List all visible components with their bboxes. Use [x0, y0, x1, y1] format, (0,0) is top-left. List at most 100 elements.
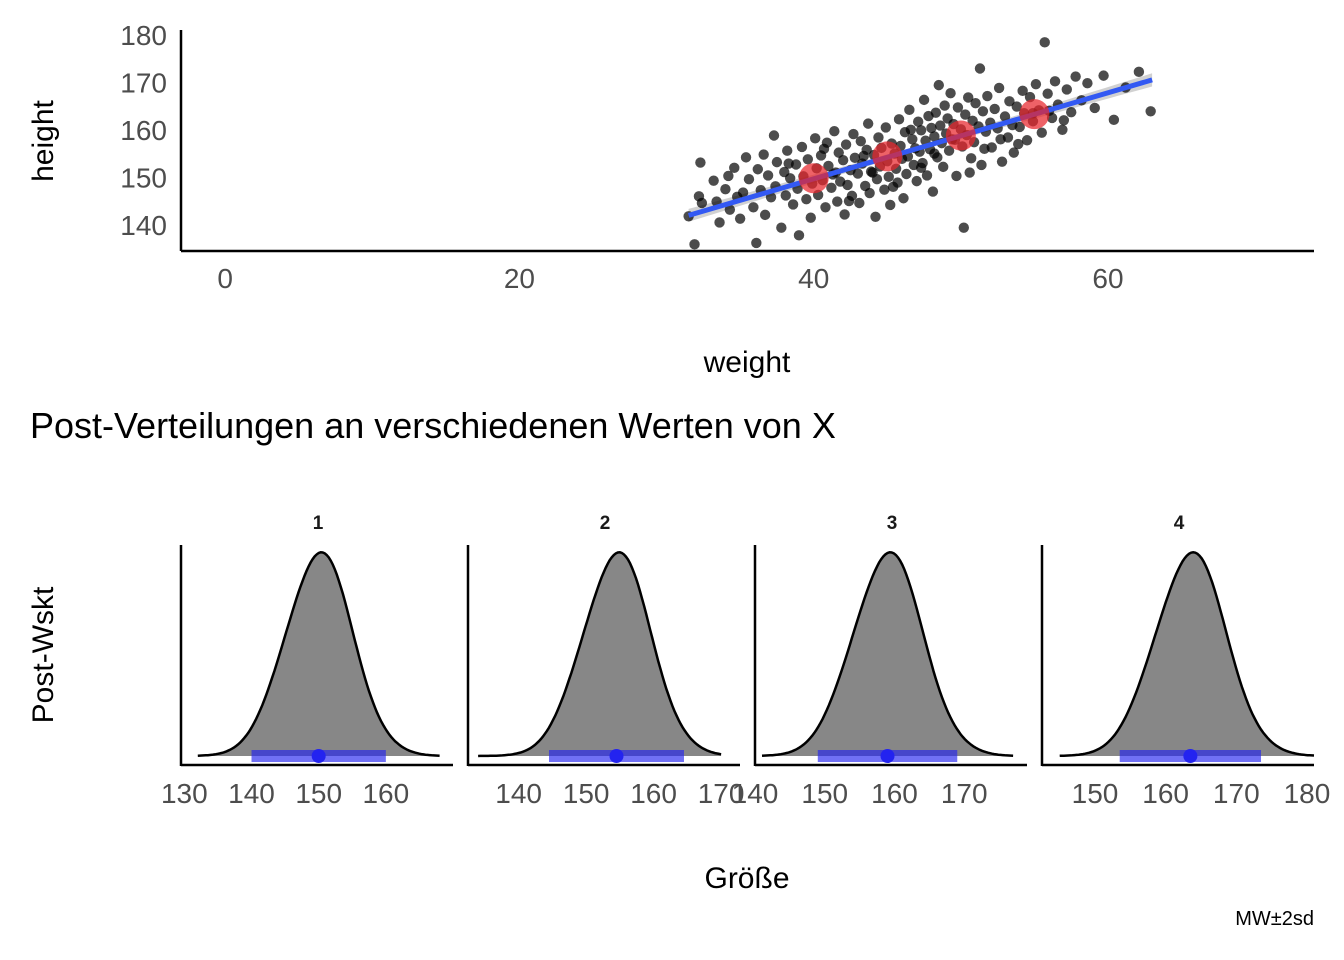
data-point — [734, 213, 746, 224]
data-point — [965, 153, 977, 164]
data-point — [849, 152, 861, 164]
prediction-points — [798, 99, 1050, 194]
data-point — [1057, 124, 1068, 136]
x-tick-label: 40 — [798, 263, 829, 294]
data-point — [926, 122, 937, 134]
data-point — [1014, 121, 1025, 133]
data-point — [915, 125, 927, 136]
data-point — [989, 103, 1000, 115]
facet-x-tick-label: 150 — [1072, 778, 1119, 809]
data-point — [780, 190, 791, 201]
data-point — [1008, 147, 1020, 158]
data-point — [1058, 115, 1070, 126]
data-point — [1145, 106, 1156, 117]
data-point — [1061, 84, 1073, 95]
data-point — [801, 193, 812, 205]
data-point — [758, 149, 769, 160]
data-point — [720, 184, 731, 195]
data-point — [982, 90, 993, 102]
data-point — [921, 170, 933, 181]
data-point — [1013, 138, 1024, 150]
data-point — [839, 209, 850, 220]
data-point — [927, 186, 939, 197]
density-area — [197, 552, 440, 756]
data-point — [912, 116, 924, 127]
data-point — [752, 164, 763, 175]
data-point — [805, 212, 816, 223]
data-point — [918, 94, 930, 106]
data-point — [784, 173, 796, 184]
mean-point — [1183, 749, 1198, 763]
facet-x-tick-label: 160 — [362, 778, 409, 809]
data-point — [943, 145, 955, 156]
data-point — [695, 157, 706, 168]
data-point — [1098, 70, 1109, 81]
data-point — [929, 148, 940, 159]
facet-panel: 4 150 160 170 180 — [1040, 513, 1330, 809]
y-tick-label: 180 — [120, 20, 167, 51]
data-point — [832, 196, 843, 207]
data-point — [1011, 101, 1022, 112]
scatter-points — [683, 37, 1156, 250]
data-point — [771, 156, 783, 168]
y-tick-label: 150 — [120, 162, 167, 193]
density-area — [1059, 552, 1314, 756]
facet-panel: 3 140 150 160 170 — [732, 513, 1027, 809]
data-point — [768, 130, 780, 141]
data-point — [1082, 78, 1093, 89]
facet-label: 2 — [600, 513, 611, 534]
data-point — [970, 97, 981, 109]
data-point — [1049, 76, 1061, 87]
density-curve — [1059, 551, 1315, 758]
x-axis-title: weight — [703, 346, 791, 379]
data-point — [1030, 78, 1042, 90]
facet-panel: 2 140 150 160 170 — [466, 513, 744, 809]
data-point — [724, 204, 736, 215]
data-point — [762, 170, 774, 181]
data-point — [759, 209, 771, 221]
y-axis-title-bottom: Post-Wskt — [27, 586, 60, 723]
data-point — [974, 63, 986, 74]
data-point — [796, 141, 808, 153]
data-point — [1039, 37, 1050, 48]
data-point — [907, 134, 918, 145]
data-point — [737, 187, 749, 198]
data-point — [729, 162, 740, 174]
data-point — [911, 175, 922, 187]
prediction-point — [945, 120, 976, 151]
data-point — [873, 132, 884, 143]
data-point — [826, 182, 837, 193]
data-point — [887, 181, 899, 193]
data-point — [1070, 71, 1081, 82]
data-point — [848, 128, 859, 140]
facet-label: 3 — [887, 513, 898, 534]
data-point — [929, 131, 940, 142]
data-point — [901, 168, 912, 180]
data-point — [809, 133, 821, 144]
facet-x-tick-label: 130 — [161, 778, 208, 809]
data-point — [751, 237, 762, 249]
data-point — [904, 104, 915, 116]
facet-x-tick-label: 140 — [495, 778, 542, 809]
data-point — [833, 147, 844, 158]
density-curve — [478, 551, 722, 758]
data-point — [963, 92, 974, 103]
mean-point — [311, 749, 326, 763]
data-point — [864, 187, 875, 199]
facet-x-tick-label: 170 — [941, 778, 988, 809]
data-point — [783, 158, 794, 169]
data-point — [915, 162, 927, 174]
y-tick-labels: 140 150 160 170 180 — [120, 20, 167, 241]
data-point — [818, 143, 830, 155]
data-point — [930, 107, 942, 118]
y-tick-label: 160 — [120, 115, 167, 146]
data-point — [870, 211, 881, 222]
data-point — [862, 118, 874, 129]
facet-x-tick-label: 140 — [732, 778, 779, 809]
data-point — [855, 136, 866, 147]
data-point — [999, 111, 1011, 122]
data-point — [840, 139, 852, 150]
data-point — [935, 120, 946, 131]
density-curve — [761, 551, 1014, 757]
